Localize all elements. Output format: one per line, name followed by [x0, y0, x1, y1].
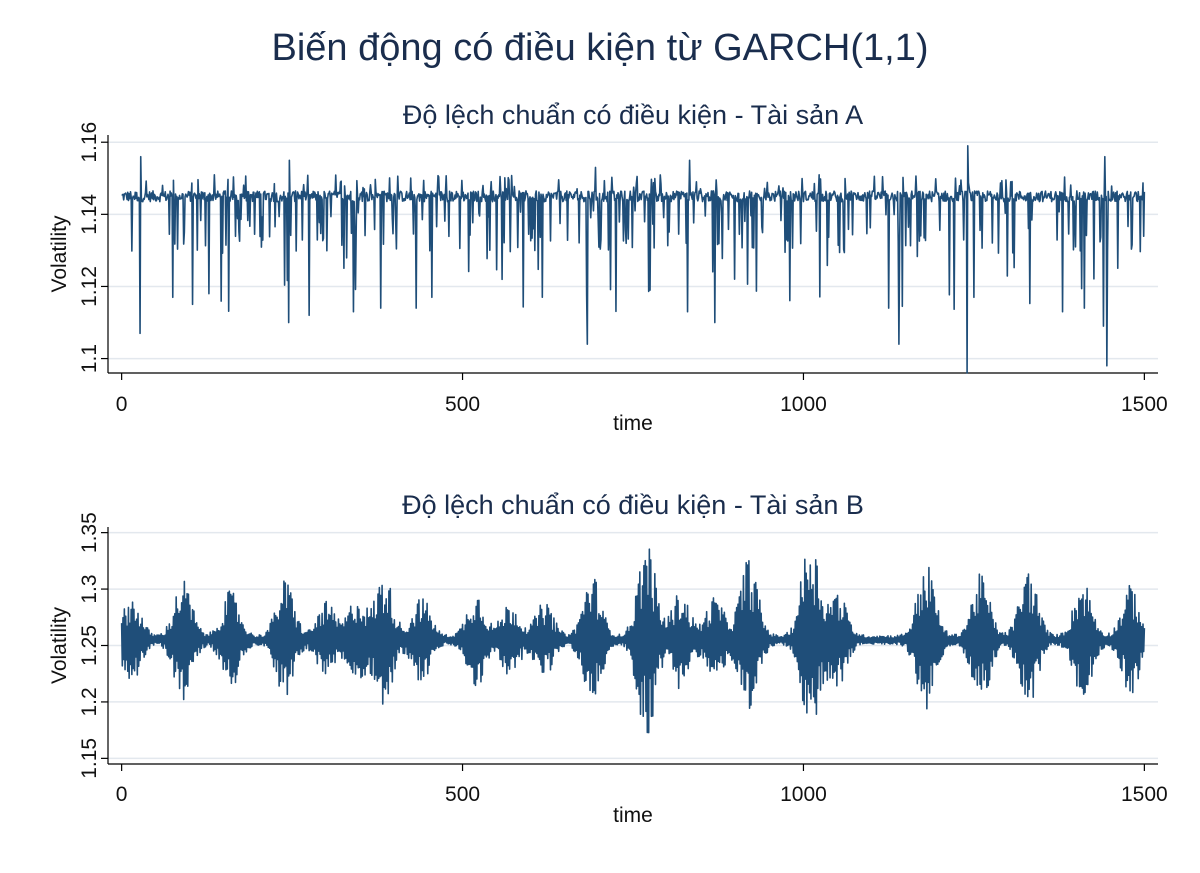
y-tick-label: 1.3 [78, 574, 101, 603]
y-axis-label: Volatility [48, 215, 71, 293]
panel-title: Độ lệch chuẩn có điều kiện - Tài sản A [403, 100, 863, 130]
panel-asset-a: Độ lệch chuẩn có điều kiện - Tài sản A 1.… [48, 100, 1168, 435]
x-tick-label: 1500 [1121, 783, 1168, 806]
volatility-series-line [120, 548, 1146, 734]
y-tick-label: 1.35 [78, 512, 101, 553]
x-axis-label: time [613, 412, 653, 435]
x-tick-label: 500 [445, 393, 480, 416]
x-axis-label: time [613, 804, 653, 827]
x-tick-label: 1500 [1121, 393, 1168, 416]
y-tick-label: 1.15 [78, 738, 101, 779]
panel-asset-b: Độ lệch chuẩn có điều kiện - Tài sản B 1.… [48, 490, 1168, 827]
x-tick-label: 1000 [780, 393, 827, 416]
x-tick-label: 0 [116, 393, 128, 416]
panel-title: Độ lệch chuẩn có điều kiện - Tài sản B [402, 490, 864, 520]
x-tick-label: 0 [116, 783, 128, 806]
y-axis-label: Volatility [48, 606, 71, 684]
y-tick-label: 1.1 [78, 344, 101, 373]
x-tick-label: 500 [445, 783, 480, 806]
y-tick-label: 1.25 [78, 625, 101, 666]
y-tick-label: 1.2 [78, 687, 101, 716]
y-tick-label: 1.14 [78, 194, 101, 235]
volatility-series-line [121, 145, 1146, 374]
y-tick-label: 1.12 [78, 266, 101, 307]
y-tick-label: 1.16 [78, 122, 101, 163]
x-tick-label: 1000 [780, 783, 827, 806]
figure-title: Biến động có điều kiện từ GARCH(1,1) [272, 27, 929, 69]
